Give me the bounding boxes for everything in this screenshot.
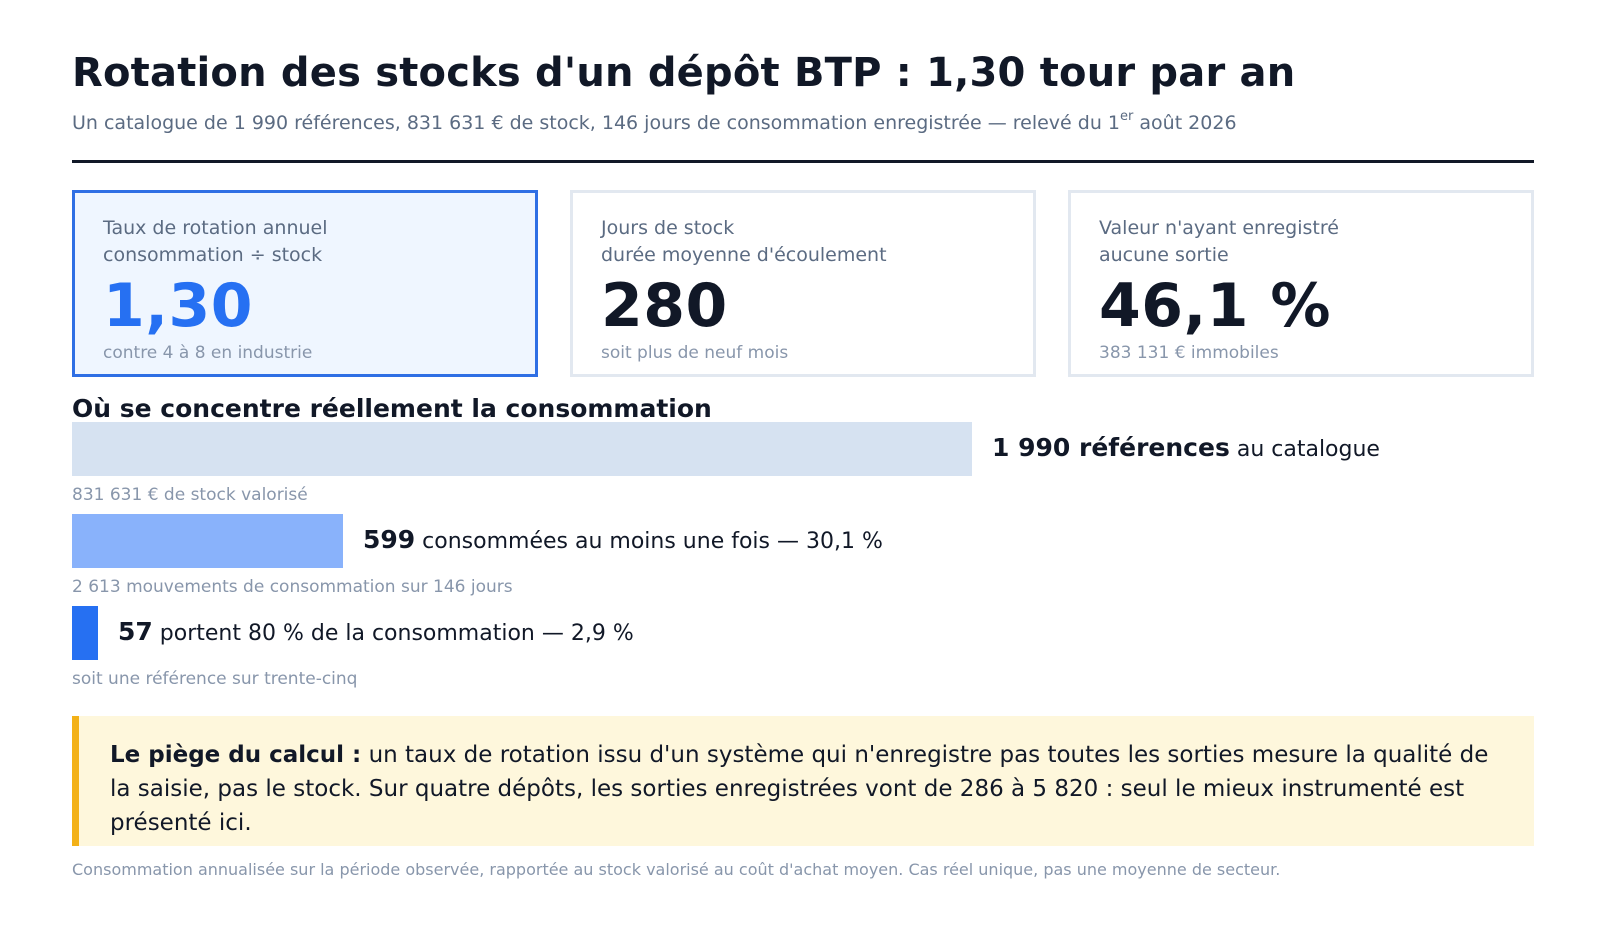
bar-row: 1 990 références au catalogue 831 631 € d… [72,422,1532,512]
title-divider [72,160,1534,163]
bar [72,422,972,476]
kpi-label: Taux de rotation annuel consommation ÷ s… [103,215,507,269]
kpi-note: contre 4 à 8 en industrie [103,343,313,363]
subtitle-end: août 2026 [1133,112,1237,134]
callout-warning: Le piège du calcul : un taux de rotation… [72,716,1534,846]
kpi-note: soit plus de neuf mois [601,343,789,363]
callout-text: un taux de rotation issu d'un système qu… [110,742,1489,836]
kpi-note: 383 131 € immobiles [1099,343,1279,363]
bar-description: au catalogue [1229,437,1380,462]
bar-description: consommées au moins une fois — 30,1 % [415,529,883,554]
kpi-label-line2: consommation ÷ stock [103,244,323,266]
bar [72,514,343,568]
kpi-label-line1: Valeur n'ayant enregistré [1099,217,1339,239]
bar-value: 599 [363,525,416,554]
kpi-label-line1: Jours de stock [601,217,735,239]
kpi-card-days-of-stock: Jours de stock durée moyenne d'écoulemen… [570,190,1036,377]
bar-sublabel: 831 631 € de stock valorisé [72,485,308,505]
bar-value-label: 599 consommées au moins une fois — 30,1 … [363,525,883,554]
bar-value: 1 990 références [992,433,1230,462]
kpi-value: 46,1 % [1099,271,1332,341]
kpi-label-line2: aucune sortie [1099,244,1229,266]
footnote: Consommation annualisée sur la période o… [72,860,1281,879]
kpi-card-idle-value: Valeur n'ayant enregistré aucune sortie … [1068,190,1534,377]
subtitle-main: Un catalogue de 1 990 références, 831 63… [72,112,1120,134]
bar-description: portent 80 % de la consommation — 2,9 % [152,621,634,646]
bar-value-label: 57 portent 80 % de la consommation — 2,9… [118,617,634,646]
kpi-label-line2: durée moyenne d'écoulement [601,244,887,266]
bar-sublabel: 2 613 mouvements de consommation sur 146… [72,577,513,597]
callout-heading: Le piège du calcul : [110,742,362,768]
kpi-label-line1: Taux de rotation annuel [103,217,328,239]
bar-value-label: 1 990 références au catalogue [992,433,1380,462]
bar-row: 599 consommées au moins une fois — 30,1 … [72,514,1532,604]
kpi-card-rotation: Taux de rotation annuel consommation ÷ s… [72,190,538,377]
page-subtitle: Un catalogue de 1 990 références, 831 63… [72,108,1237,134]
kpi-value: 1,30 [103,271,254,341]
bar-value: 57 [118,617,153,646]
bar [72,606,98,660]
bar-sublabel: soit une référence sur trente-cinq [72,669,358,689]
kpi-label: Valeur n'ayant enregistré aucune sortie [1099,215,1503,269]
kpi-value: 280 [601,271,728,341]
section-title: Où se concentre réellement la consommati… [72,394,712,423]
subtitle-superscript: er [1120,108,1134,124]
page-title: Rotation des stocks d'un dépôt BTP : 1,3… [72,50,1296,96]
bar-row: 57 portent 80 % de la consommation — 2,9… [72,606,1532,696]
kpi-label: Jours de stock durée moyenne d'écoulemen… [601,215,1005,269]
